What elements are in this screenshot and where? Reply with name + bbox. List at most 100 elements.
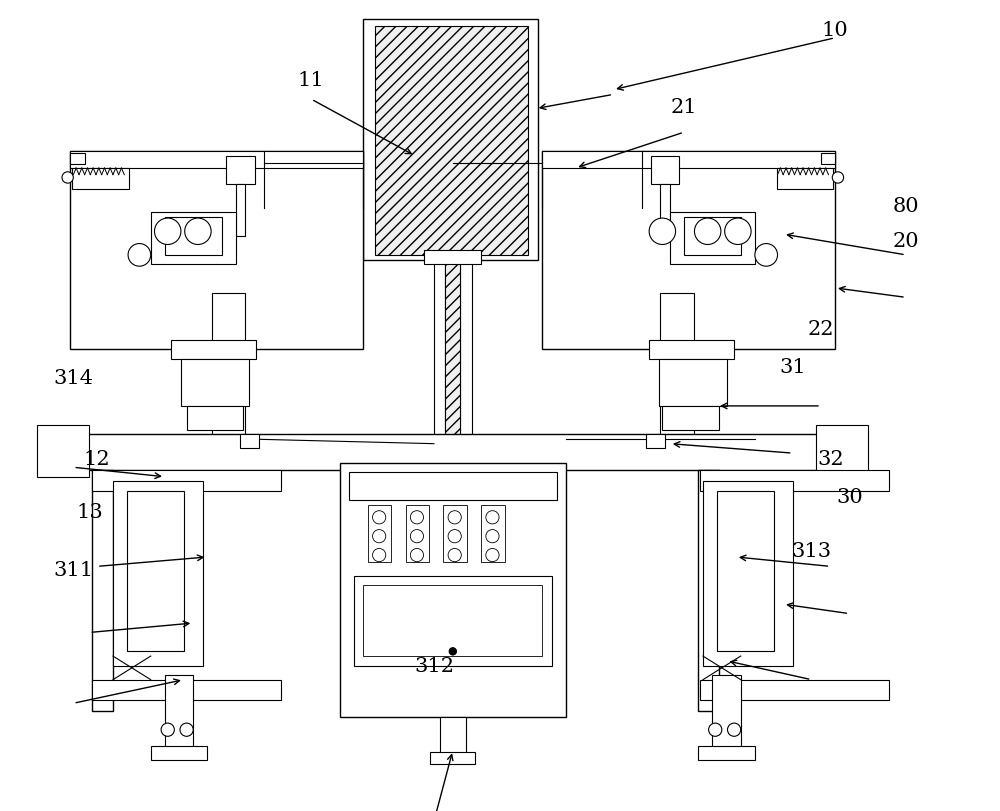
Circle shape (832, 172, 844, 183)
Bar (659, 358, 727, 406)
Circle shape (185, 218, 211, 244)
Circle shape (486, 548, 499, 562)
Text: 22: 22 (808, 320, 834, 339)
Text: 80: 80 (893, 197, 919, 217)
Circle shape (649, 218, 676, 244)
Bar (430, 753, 475, 764)
Text: 20: 20 (893, 232, 919, 251)
Text: 12: 12 (84, 450, 110, 469)
Bar (226, 156, 255, 184)
Bar (363, 586, 542, 656)
Bar (92, 470, 281, 491)
Bar (660, 184, 670, 236)
Bar (481, 505, 505, 562)
Bar (700, 470, 889, 491)
Circle shape (373, 511, 386, 524)
Bar (181, 358, 249, 406)
Bar (542, 151, 835, 168)
Bar (340, 462, 566, 718)
Bar (670, 212, 755, 264)
Text: 10: 10 (822, 21, 848, 40)
Bar (542, 151, 835, 350)
Bar (777, 168, 833, 189)
Circle shape (694, 218, 721, 244)
Bar (684, 217, 741, 255)
Bar (70, 151, 363, 350)
Text: 314: 314 (53, 370, 93, 388)
Bar (56, 434, 849, 470)
Circle shape (373, 548, 386, 562)
Circle shape (180, 723, 193, 736)
Polygon shape (722, 439, 793, 482)
Bar (151, 746, 207, 760)
Circle shape (161, 723, 174, 736)
Text: 311: 311 (53, 561, 93, 580)
Text: 313: 313 (791, 542, 832, 560)
Bar (165, 217, 222, 255)
Bar (70, 153, 85, 165)
Circle shape (410, 530, 424, 543)
Bar (662, 406, 719, 430)
Bar (70, 151, 363, 168)
Bar (651, 156, 679, 184)
Bar (92, 680, 281, 701)
Text: 31: 31 (779, 358, 806, 377)
Bar (127, 491, 184, 651)
Bar (660, 293, 694, 439)
Circle shape (486, 530, 499, 543)
Text: 312: 312 (414, 657, 454, 676)
Text: 32: 32 (817, 450, 844, 469)
Text: 30: 30 (836, 488, 863, 507)
Bar (151, 212, 236, 264)
Bar (56, 434, 85, 470)
Bar (816, 425, 868, 477)
Bar (349, 472, 557, 500)
Bar (187, 406, 243, 430)
Bar (363, 19, 538, 260)
Circle shape (709, 723, 722, 736)
Circle shape (128, 243, 151, 266)
Bar (821, 153, 835, 165)
Bar (646, 434, 665, 448)
Bar (375, 27, 528, 255)
Bar (698, 746, 755, 760)
Bar (406, 505, 429, 562)
Bar (171, 340, 256, 358)
Circle shape (410, 511, 424, 524)
Circle shape (725, 218, 751, 244)
Bar (460, 260, 472, 444)
Bar (354, 576, 552, 666)
Bar (37, 425, 89, 477)
Bar (445, 260, 460, 444)
Bar (165, 675, 193, 750)
Bar (424, 250, 481, 264)
Bar (72, 168, 129, 189)
Bar (440, 718, 466, 755)
Bar (240, 434, 259, 448)
Bar (368, 505, 391, 562)
Bar (717, 491, 774, 651)
Bar (212, 293, 245, 439)
Bar (700, 680, 889, 701)
Bar (443, 505, 467, 562)
Polygon shape (113, 439, 184, 482)
Text: 11: 11 (298, 71, 325, 90)
Bar (712, 675, 741, 750)
Circle shape (373, 530, 386, 543)
Bar (649, 340, 734, 358)
Bar (821, 434, 849, 470)
Bar (434, 260, 445, 444)
Circle shape (448, 530, 461, 543)
Circle shape (62, 172, 73, 183)
Circle shape (410, 548, 424, 562)
Circle shape (727, 723, 741, 736)
Bar (698, 470, 719, 710)
Text: 13: 13 (76, 504, 103, 522)
Bar (703, 482, 793, 666)
Circle shape (448, 548, 461, 562)
Bar (113, 482, 203, 666)
Text: 21: 21 (671, 97, 697, 117)
Circle shape (486, 511, 499, 524)
Bar (236, 184, 245, 236)
Circle shape (155, 218, 181, 244)
